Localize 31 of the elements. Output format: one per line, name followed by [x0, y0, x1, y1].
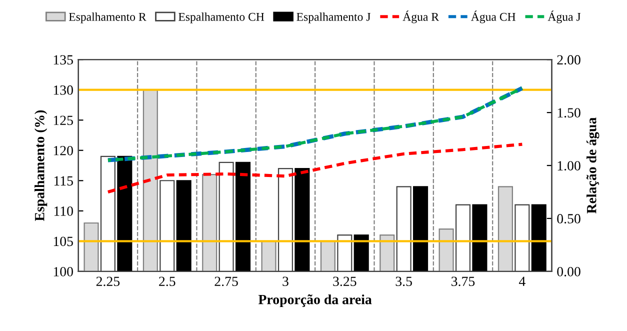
- y-tick-label: 135: [54, 55, 73, 65]
- x-tick-label: 3.25: [333, 276, 356, 286]
- x-tick-label: 3.5: [396, 276, 412, 286]
- y2-tick-label: 0.50: [557, 214, 580, 224]
- y-tick-label: 130: [54, 85, 73, 95]
- legend-label: Água R: [402, 10, 439, 24]
- x-tick-label: 2.5: [159, 276, 176, 286]
- y-tick-label: 105: [54, 236, 73, 246]
- y-tick-label: 115: [54, 176, 73, 186]
- legend-label: Espalhamento R: [68, 12, 146, 24]
- y-tick-label: 125: [54, 116, 73, 126]
- x-tick-label: 3: [282, 276, 288, 286]
- line-series: [106, 142, 524, 194]
- y2-tick-label: 0.00: [557, 267, 580, 276]
- legend-label: Espalhamento J: [296, 12, 370, 24]
- legend-label: Água CH: [471, 10, 516, 24]
- x-tick-label: 3.75: [452, 276, 475, 286]
- y-axis-title: Espalhamento (%): [34, 110, 48, 222]
- y2-tick-label: 1.50: [558, 108, 580, 118]
- y-tick-label: 100: [54, 267, 73, 276]
- legend-label: Espalhamento CH: [178, 12, 264, 24]
- y2-tick-label: 1.00: [558, 161, 580, 171]
- y-tick-label: 120: [54, 146, 73, 156]
- x-tick-label: 2.75: [214, 276, 238, 286]
- x-tick-label: 4: [518, 276, 526, 286]
- y2-axis-title: Relação de água: [586, 117, 600, 214]
- legend-label: Água J: [548, 10, 581, 24]
- y2-tick-label: 2.00: [557, 55, 580, 65]
- x-axis-title: Proporção da areia: [258, 294, 372, 308]
- x-tick-label: 2.25: [96, 276, 120, 286]
- y-tick-label: 110: [54, 206, 73, 216]
